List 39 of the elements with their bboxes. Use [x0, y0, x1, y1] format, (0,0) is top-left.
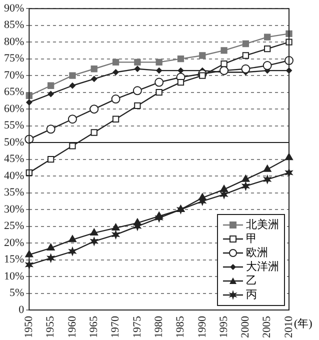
x-tick-label: 1995 — [218, 316, 230, 338]
x-tick-label: 1965 — [88, 316, 100, 338]
y-tick-label: 5% — [9, 287, 24, 300]
y-tick-label: 65% — [4, 86, 24, 98]
y-tick-label: 10% — [4, 270, 24, 282]
x-tick-label: 1950 — [23, 316, 36, 338]
x-axis-title: (年) — [294, 317, 312, 331]
legend-label: 甲 — [246, 232, 257, 246]
y-tick-label: 45% — [4, 153, 24, 166]
x-tick-label: 1970 — [110, 316, 122, 338]
y-tick-label: 50% — [4, 136, 24, 148]
y-tick-label: 80% — [4, 36, 24, 48]
y-tick-label: 55% — [4, 120, 24, 132]
x-tick-label: 1980 — [152, 316, 165, 338]
x-tick-label: 2000 — [240, 316, 252, 338]
x-tick-label: 1960 — [66, 316, 78, 338]
y-tick-label: 20% — [4, 236, 24, 249]
x-tick-label: 1975 — [131, 316, 144, 338]
x-tick-label: 1990 — [196, 316, 208, 338]
y-tick-label: 75% — [4, 52, 24, 65]
y-tick-label: 35% — [4, 186, 24, 199]
legend-label: 欧洲 — [246, 246, 268, 260]
y-tick-label: 40% — [4, 170, 24, 182]
y-tick-label: 15% — [4, 254, 24, 266]
x-tick-label: 2005 — [261, 316, 274, 338]
y-tick-label: 70% — [4, 69, 24, 82]
legend-label: 乙 — [246, 274, 257, 288]
x-tick-label: 1955 — [44, 316, 57, 338]
legend-label: 北美洲 — [246, 218, 279, 232]
legend-label: 丙 — [246, 288, 257, 302]
x-tick-label: 1985 — [174, 316, 187, 338]
y-tick-label: 25% — [4, 220, 24, 232]
y-tick-label: 85% — [4, 19, 24, 32]
legend-label: 大洋洲 — [246, 260, 279, 274]
y-tick-label: 90% — [4, 2, 24, 14]
y-tick-label: 30% — [4, 203, 24, 216]
y-tick-label: 60% — [4, 102, 24, 115]
x-tick-label: 2010 — [282, 316, 295, 338]
y-tick-label: 0 — [18, 304, 25, 316]
